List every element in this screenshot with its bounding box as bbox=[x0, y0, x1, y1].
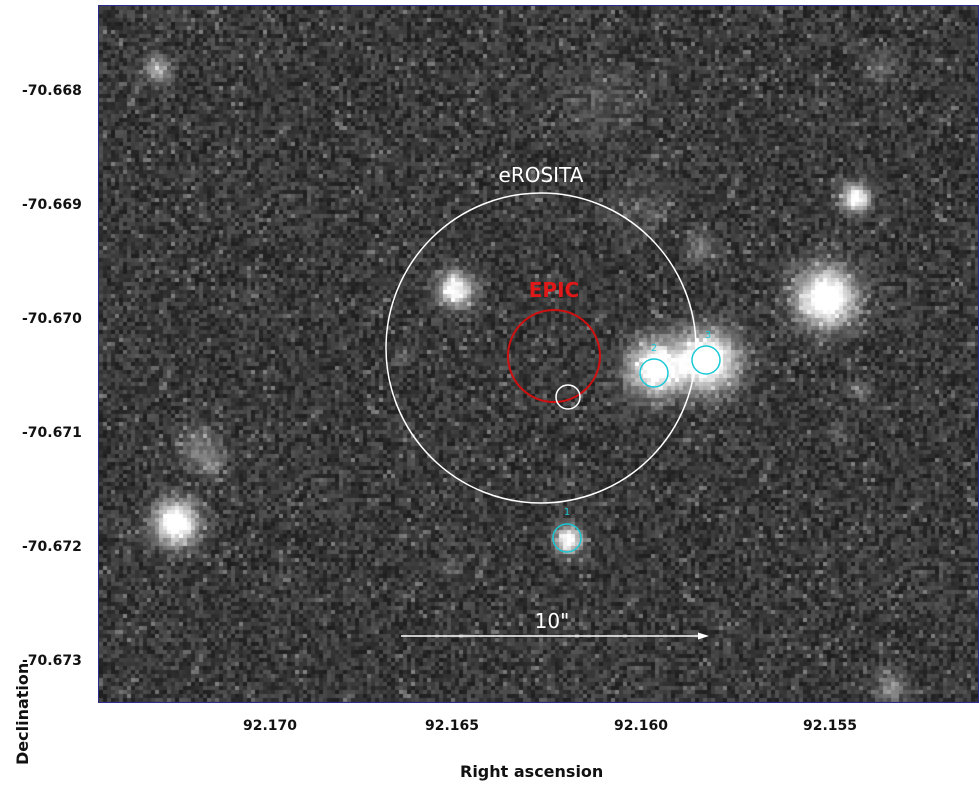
x-tick-label: 92.170 bbox=[242, 718, 298, 734]
erosita-circle bbox=[385, 192, 697, 504]
y-tick-label: -70.670 bbox=[22, 311, 82, 327]
y-tick-label: -70.669 bbox=[22, 197, 82, 213]
source-label-1: 1 bbox=[564, 507, 570, 518]
x-tick-label: 92.155 bbox=[802, 718, 858, 734]
scale-bar-label: 10" bbox=[535, 609, 570, 633]
source-label-3: 3 bbox=[705, 330, 711, 341]
scale-bar-arrowhead bbox=[698, 632, 709, 640]
y-tick-label: -70.672 bbox=[22, 539, 82, 555]
source-circle-1 bbox=[552, 523, 582, 553]
x-tick-label: 92.165 bbox=[424, 718, 480, 734]
y-tick-label: -70.668 bbox=[22, 83, 82, 99]
y-tick-label: -70.671 bbox=[22, 425, 82, 441]
epic-label: EPIC bbox=[529, 278, 579, 302]
source-circle-3 bbox=[691, 345, 721, 375]
x-axis-label: Right ascension bbox=[460, 762, 604, 781]
y-tick-label: -70.673 bbox=[22, 653, 82, 669]
image-panel: eROSITA EPIC 1 2 3 10" bbox=[98, 5, 979, 703]
erosita-label: eROSITA bbox=[499, 163, 584, 187]
sky-image bbox=[99, 6, 978, 702]
source-circle-2 bbox=[639, 358, 669, 388]
epic-circle bbox=[507, 309, 601, 403]
y-axis-label: Declination bbox=[13, 662, 32, 765]
source-label-2: 2 bbox=[651, 343, 657, 354]
region-overlay: eROSITA EPIC 1 2 3 10" bbox=[385, 163, 721, 640]
candidate-circle bbox=[555, 384, 581, 410]
x-tick-label: 92.160 bbox=[613, 718, 669, 734]
